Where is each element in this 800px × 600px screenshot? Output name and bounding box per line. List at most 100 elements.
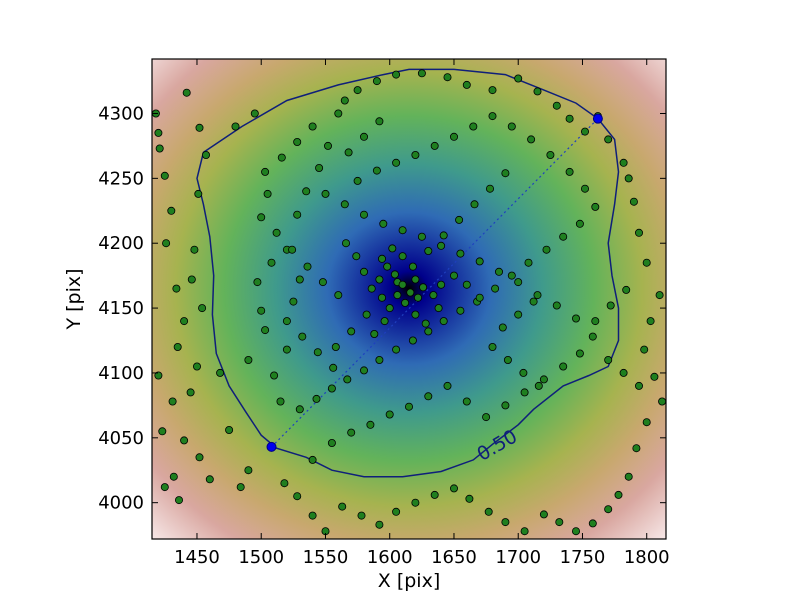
data-point — [455, 215, 464, 224]
data-point — [429, 291, 438, 300]
data-point — [520, 527, 529, 536]
data-point — [439, 317, 448, 326]
data-point — [581, 184, 590, 193]
data-point — [293, 210, 302, 219]
data-point — [187, 275, 196, 284]
data-point — [272, 228, 281, 237]
data-point — [295, 405, 304, 414]
data-point — [413, 293, 422, 302]
data-point — [353, 86, 362, 95]
data-point — [635, 228, 644, 237]
data-point — [470, 200, 479, 209]
data-point — [288, 245, 297, 254]
data-point — [417, 69, 426, 78]
data-point — [293, 137, 302, 146]
data-point — [629, 197, 638, 206]
data-point — [552, 301, 561, 310]
data-point — [622, 285, 631, 294]
data-point — [565, 167, 574, 176]
data-point — [575, 349, 584, 358]
data-point — [392, 70, 401, 79]
data-point — [302, 187, 311, 196]
data-point — [527, 135, 536, 144]
data-point — [488, 342, 497, 351]
data-point — [635, 381, 644, 390]
data-point — [353, 176, 362, 185]
data-point — [411, 310, 420, 319]
data-point — [498, 323, 507, 332]
y-tick-label: 4200 — [98, 233, 144, 254]
y-tick-label: 4150 — [98, 298, 144, 319]
data-point — [257, 306, 266, 315]
data-point — [565, 114, 574, 123]
data-point — [253, 278, 262, 287]
data-point — [424, 246, 433, 255]
data-point — [465, 494, 474, 503]
data-point — [327, 438, 336, 447]
y-tick-label: 4250 — [98, 168, 144, 189]
data-point — [443, 381, 452, 390]
data-point — [503, 355, 512, 364]
data-point — [485, 184, 494, 193]
data-point — [298, 332, 307, 341]
data-point — [390, 270, 399, 279]
data-point — [344, 148, 353, 157]
data-point — [484, 507, 493, 516]
data-point — [529, 297, 538, 306]
data-point — [155, 144, 164, 153]
data-point — [282, 317, 291, 326]
data-point — [520, 388, 529, 397]
data-point — [424, 392, 433, 401]
data-point — [367, 284, 376, 293]
data-point — [375, 520, 384, 529]
data-point — [282, 345, 291, 354]
data-point — [186, 388, 195, 397]
data-point — [488, 112, 497, 121]
data-point — [507, 122, 516, 131]
data-point — [514, 74, 523, 83]
data-point — [552, 101, 561, 110]
data-point — [462, 397, 471, 406]
data-point — [393, 291, 402, 300]
data-point — [534, 381, 543, 390]
data-point — [417, 232, 426, 241]
data-point — [277, 153, 286, 162]
data-point — [160, 171, 169, 180]
data-point — [375, 275, 384, 284]
data-point — [329, 363, 338, 372]
data-point — [539, 375, 548, 384]
data-point — [359, 267, 368, 276]
plot-frame — [151, 58, 667, 540]
data-point — [250, 109, 259, 118]
data-point — [388, 244, 397, 253]
data-point — [357, 511, 366, 520]
data-point — [491, 284, 500, 293]
y-axis-label: Y [pix] — [63, 268, 85, 330]
data-point — [575, 219, 584, 228]
data-point — [482, 413, 491, 422]
data-point — [308, 511, 317, 520]
data-point — [494, 267, 503, 276]
data-point — [439, 231, 448, 240]
data-point — [559, 362, 568, 371]
data-point — [392, 507, 401, 516]
data-point — [352, 252, 361, 261]
data-point — [315, 163, 324, 172]
data-point — [167, 206, 176, 215]
data-point — [658, 397, 666, 406]
data-point — [198, 304, 207, 313]
data-point — [308, 455, 317, 464]
data-point — [619, 368, 628, 377]
data-point — [519, 368, 528, 377]
data-point — [650, 372, 659, 381]
data-point — [280, 479, 289, 488]
data-point — [244, 466, 253, 475]
data-point — [555, 518, 564, 527]
data-point — [533, 291, 542, 300]
data-point — [430, 490, 439, 499]
x-tick-label: 1700 — [495, 547, 541, 568]
data-point — [370, 329, 379, 338]
x-tick-label: 1600 — [367, 547, 413, 568]
data-point — [377, 254, 386, 263]
data-point — [276, 397, 285, 406]
